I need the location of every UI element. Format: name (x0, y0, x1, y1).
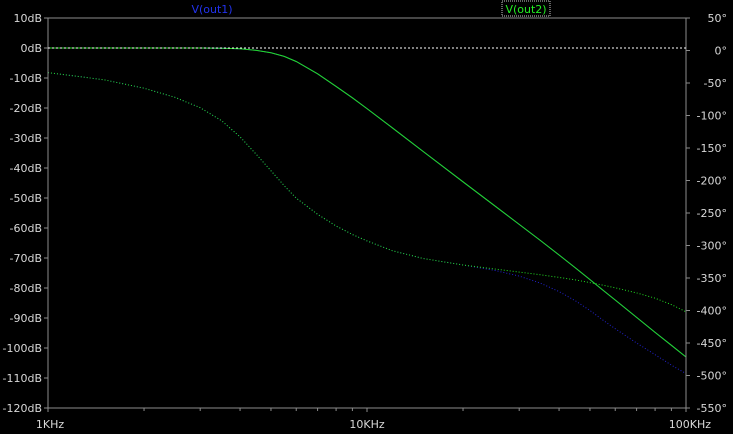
x-tick-label: 1KHz (36, 418, 64, 431)
y-left-tick-label: -120dB (3, 402, 43, 415)
series-vout2-magnitude-line (48, 47, 687, 358)
y-right-tick-label: 0° (715, 45, 728, 58)
y-left-tick-label: -90dB (10, 312, 43, 325)
y-right-tick-label: -550° (697, 402, 727, 415)
y-left-tick-label: 10dB (13, 12, 42, 25)
legend-selection-box (501, 0, 551, 17)
y-right-tick-label: -300° (697, 240, 727, 253)
y-right-tick-label: -400° (697, 305, 727, 318)
y-right-tick-label: -150° (697, 142, 727, 155)
y-right-tick-label: -450° (697, 337, 727, 350)
y-right-tick-label: -500° (697, 370, 727, 383)
y-left-tick-label: -50dB (10, 192, 43, 205)
y-left-tick-label: -20dB (10, 102, 43, 115)
y-right-tick-label: 50° (708, 12, 728, 25)
y-left-tick-label: -40dB (10, 162, 43, 175)
y-left-tick-label: -30dB (10, 132, 43, 145)
y-left-tick-label: -70dB (10, 252, 43, 265)
x-tick-label: 100KHz (669, 418, 711, 431)
y-right-tick-label: -100° (697, 110, 727, 123)
y-left-tick-label: -100dB (3, 342, 43, 355)
x-tick-label: 10KHz (349, 418, 384, 431)
y-left-tick-label: 0dB (20, 42, 42, 55)
y-left-tick-label: -10dB (10, 72, 43, 85)
series-vout2-phase-line (47, 72, 687, 313)
legend-label-vout2: V(out2) (505, 3, 546, 16)
y-right-tick-label: -50° (704, 77, 727, 90)
y-left-tick-label: -80dB (10, 282, 43, 295)
y-left-tick-label: -60dB (10, 222, 43, 235)
y-left-tick-label: -110dB (3, 372, 43, 385)
y-right-tick-label: -200° (697, 175, 727, 188)
y-right-tick-label: -350° (697, 272, 727, 285)
y-right-tick-label: -250° (697, 207, 727, 220)
legend-label-vout1: V(out1) (191, 3, 232, 16)
